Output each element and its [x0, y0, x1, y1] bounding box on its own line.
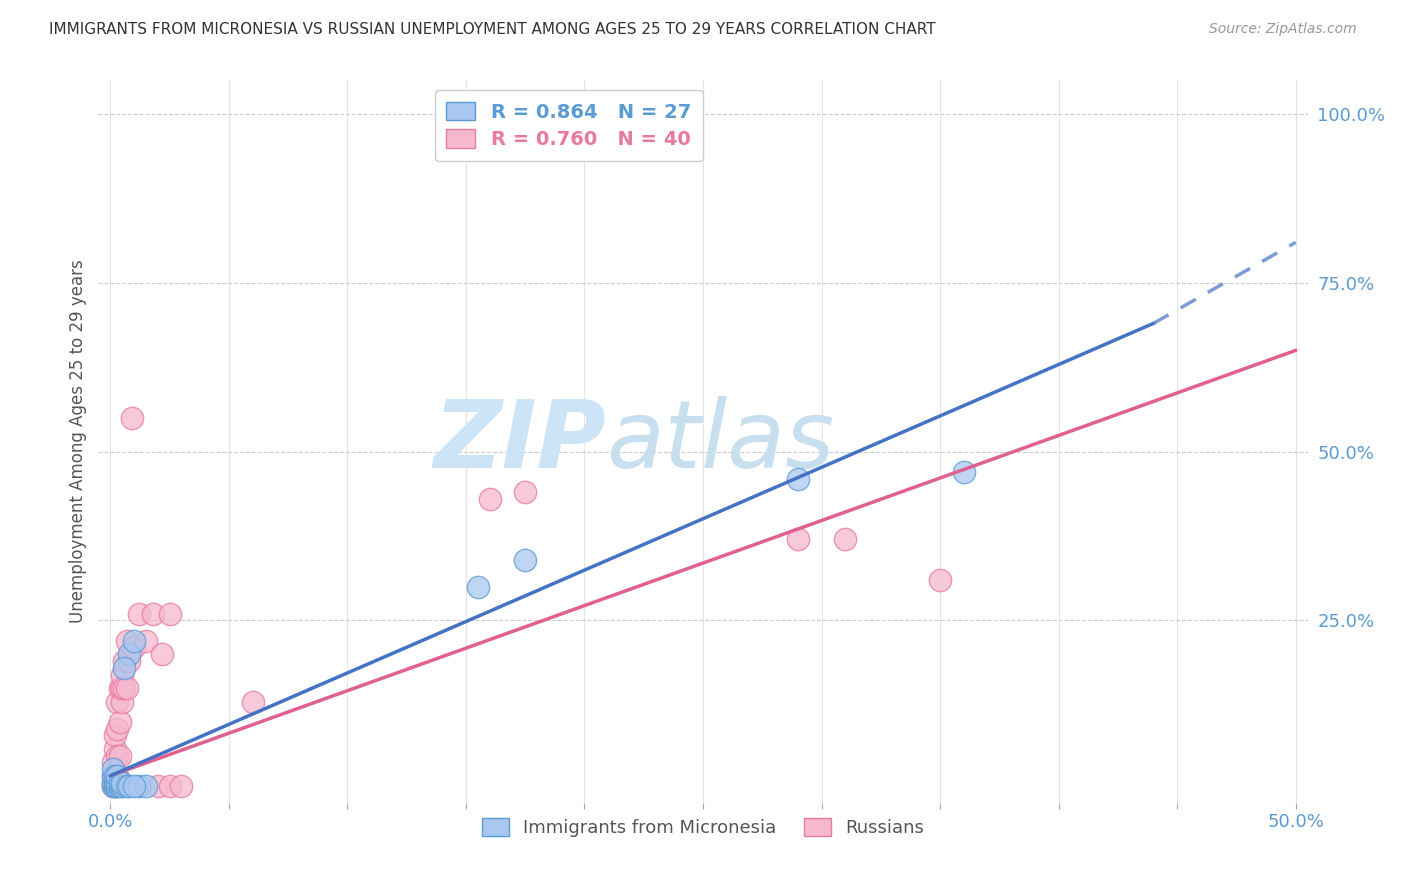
Point [146, 779, 169, 793]
Point [101, 775, 124, 789]
Point [108, 714, 131, 729]
Point [114, 681, 136, 695]
Point [952, 465, 974, 479]
Point [105, 779, 128, 793]
Point [101, 775, 124, 789]
Point [122, 640, 145, 655]
Point [242, 694, 264, 708]
Point [114, 661, 136, 675]
Point [105, 748, 128, 763]
Point [114, 654, 136, 668]
Point [111, 694, 134, 708]
Point [104, 728, 127, 742]
Point [111, 667, 134, 681]
Point [104, 779, 127, 793]
Point [101, 769, 124, 783]
Point [118, 654, 141, 668]
Point [121, 411, 143, 425]
Point [105, 775, 128, 789]
Legend: Immigrants from Micronesia, Russians: Immigrants from Micronesia, Russians [475, 811, 931, 845]
Text: ZIP: ZIP [433, 395, 606, 488]
Point [105, 694, 128, 708]
Point [104, 775, 127, 789]
Point [104, 769, 127, 783]
Point [104, 775, 127, 789]
Point [108, 775, 131, 789]
Point [101, 769, 124, 783]
Point [122, 779, 145, 793]
Point [128, 607, 150, 621]
Point [135, 633, 157, 648]
Point [786, 472, 808, 486]
Point [101, 779, 124, 793]
Point [101, 779, 124, 793]
Point [515, 552, 537, 566]
Point [159, 779, 181, 793]
Point [478, 491, 501, 506]
Point [929, 573, 952, 587]
Point [108, 779, 131, 793]
Text: IMMIGRANTS FROM MICRONESIA VS RUSSIAN UNEMPLOYMENT AMONG AGES 25 TO 29 YEARS COR: IMMIGRANTS FROM MICRONESIA VS RUSSIAN UN… [49, 22, 936, 37]
Point [115, 633, 138, 648]
Point [105, 722, 128, 736]
Point [142, 607, 165, 621]
Point [115, 779, 138, 793]
Point [159, 607, 181, 621]
Point [118, 779, 141, 793]
Point [111, 681, 134, 695]
Point [105, 775, 128, 789]
Point [111, 775, 134, 789]
Point [122, 633, 145, 648]
Point [834, 533, 856, 547]
Point [152, 647, 174, 661]
Point [101, 756, 124, 770]
Point [108, 748, 131, 763]
Point [135, 779, 157, 793]
Point [104, 769, 127, 783]
Point [104, 779, 127, 793]
Point [118, 647, 141, 661]
Point [467, 580, 489, 594]
Point [115, 681, 138, 695]
Point [105, 769, 128, 783]
Point [170, 779, 193, 793]
Point [108, 681, 131, 695]
Point [104, 741, 127, 756]
Point [111, 779, 134, 793]
Point [128, 779, 150, 793]
Text: Source: ZipAtlas.com: Source: ZipAtlas.com [1209, 22, 1357, 37]
Point [515, 485, 537, 500]
Point [786, 533, 808, 547]
Point [104, 772, 127, 787]
Y-axis label: Unemployment Among Ages 25 to 29 years: Unemployment Among Ages 25 to 29 years [69, 260, 87, 624]
Point [101, 762, 124, 776]
Text: atlas: atlas [606, 396, 835, 487]
